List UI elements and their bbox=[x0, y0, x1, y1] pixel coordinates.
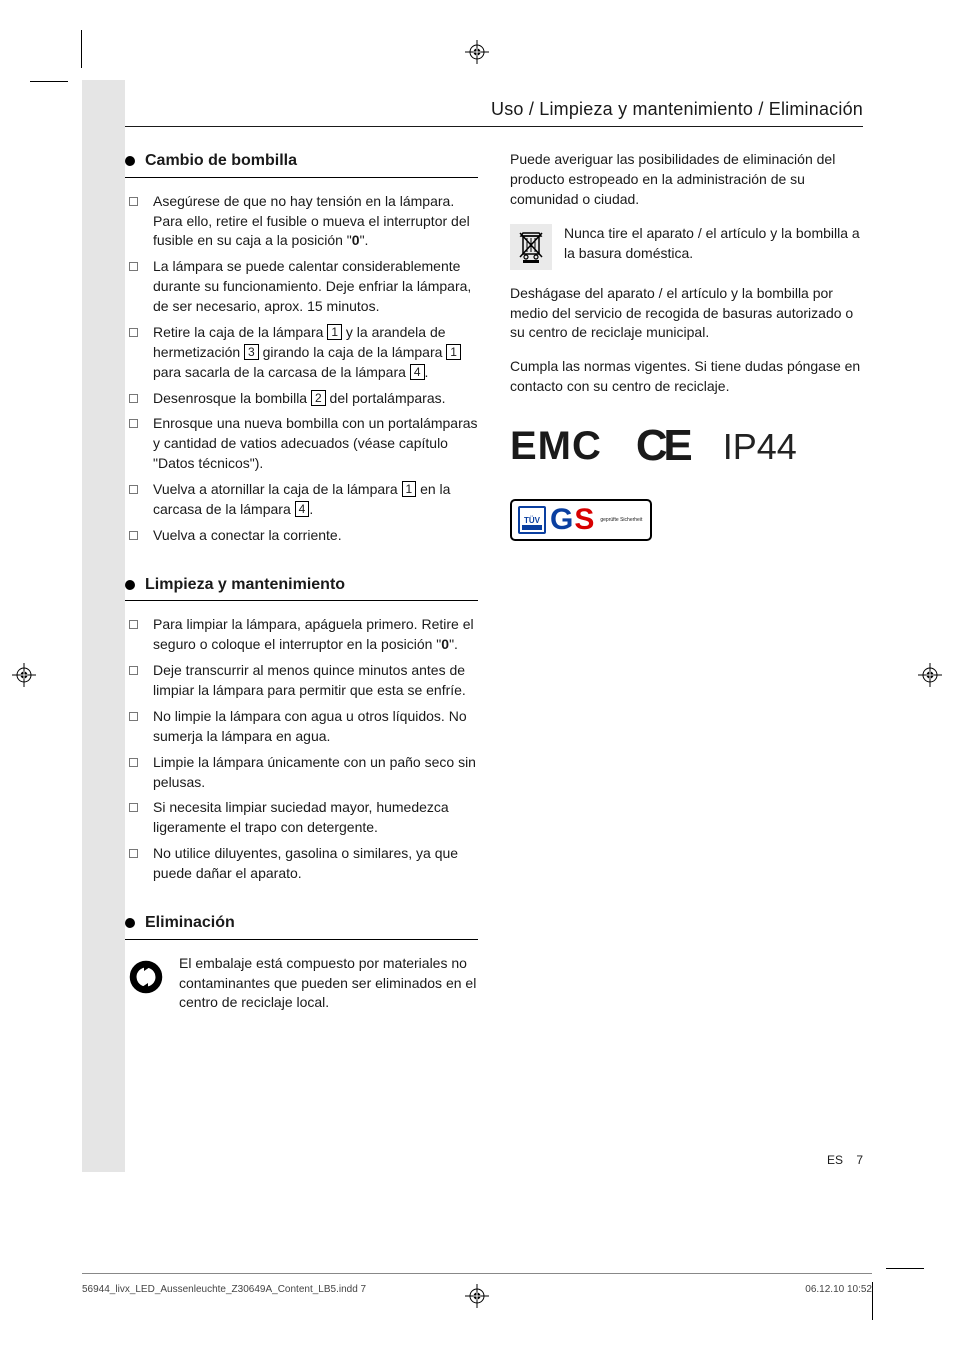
emc-mark: EMC bbox=[510, 418, 602, 475]
section-title-cambio: Cambio de bombilla bbox=[125, 150, 478, 178]
ce-mark: C E bbox=[636, 415, 689, 477]
crop-mark bbox=[886, 1268, 924, 1269]
gs-subtext: geprüfte Sicherheit bbox=[600, 518, 642, 523]
list-cambio: Asegúrese de que no hay tensión en la lá… bbox=[125, 192, 478, 546]
footer-page-number: 7 bbox=[856, 1153, 863, 1167]
ip-rating: IP44 bbox=[723, 421, 797, 472]
list-item: Vuelva a atornillar la caja de la lámpar… bbox=[125, 480, 478, 520]
list-item: Deje transcurrir al menos quince minutos… bbox=[125, 661, 478, 701]
footer-filename: 56944_livx_LED_Aussenleuchte_Z30649A_Con… bbox=[82, 1284, 366, 1295]
registration-mark-icon bbox=[918, 663, 942, 687]
section-title-limpieza: Limpieza y mantenimiento bbox=[125, 574, 478, 602]
list-item: Si necesita limpiar suciedad mayor, hume… bbox=[125, 798, 478, 838]
footer-date: 06.12.10 10:52 bbox=[805, 1284, 872, 1295]
packaging-text: El embalaje está compuesto por materiale… bbox=[179, 954, 478, 1014]
crop-mark bbox=[81, 30, 82, 68]
section-title-text: Eliminación bbox=[145, 912, 235, 935]
list-item: Para limpiar la lámpara, apáguela primer… bbox=[125, 615, 478, 655]
bullet-icon bbox=[125, 918, 135, 928]
tuv-gs-mark: TÜV GS geprüfte Sicherheit bbox=[510, 499, 652, 541]
gs-g: G bbox=[550, 505, 573, 535]
list-item: Retire la caja de la lámpara 1 y la aran… bbox=[125, 323, 478, 383]
certifications: EMC C E IP44 TÜV GS geprüfte Sicherheit bbox=[510, 415, 863, 541]
list-item: La lámpara se puede calentar considerabl… bbox=[125, 257, 478, 317]
footer-meta: 56944_livx_LED_Aussenleuchte_Z30649A_Con… bbox=[82, 1284, 872, 1295]
right-column: Puede averiguar las posibilidades de eli… bbox=[510, 150, 863, 1170]
bullet-icon bbox=[125, 156, 135, 166]
footer-rule bbox=[82, 1273, 872, 1274]
list-item: No limpie la lámpara con agua u otros lí… bbox=[125, 707, 478, 747]
section-title-eliminacion: Eliminación bbox=[125, 912, 478, 940]
running-head: Uso / Limpieza y mantenimiento / Elimina… bbox=[491, 99, 863, 120]
paragraph: Cumpla las normas vigentes. Si tiene dud… bbox=[510, 357, 863, 397]
list-item: Asegúrese de que no hay tensión en la lá… bbox=[125, 192, 478, 252]
list-limpieza: Para limpiar la lámpara, apáguela primer… bbox=[125, 615, 478, 884]
crossed-bin-icon bbox=[510, 224, 552, 270]
side-grey-bar bbox=[82, 80, 125, 1172]
page-footer: ES 7 bbox=[827, 1153, 863, 1167]
gs-s: S bbox=[574, 505, 594, 535]
left-column: Cambio de bombilla Asegúrese de que no h… bbox=[125, 150, 478, 1170]
recycle-icon bbox=[125, 954, 167, 1000]
header-rule bbox=[125, 126, 863, 127]
list-item: No utilice diluyentes, gasolina o simila… bbox=[125, 844, 478, 884]
crop-mark bbox=[30, 81, 68, 82]
registration-mark-icon bbox=[465, 40, 489, 64]
registration-mark-icon bbox=[12, 663, 36, 687]
list-item: Desenrosque la bombilla 2 del portalámpa… bbox=[125, 389, 478, 409]
section-title-text: Limpieza y mantenimiento bbox=[145, 574, 345, 597]
paragraph: Deshágase del aparato / el artículo y la… bbox=[510, 284, 863, 344]
bullet-icon bbox=[125, 580, 135, 590]
crop-mark bbox=[872, 1282, 873, 1320]
footer-lang: ES bbox=[827, 1153, 843, 1167]
list-item: Enrosque una nueva bombilla con un porta… bbox=[125, 414, 478, 474]
list-item: Limpie la lámpara únicamente con un paño… bbox=[125, 753, 478, 793]
section-title-text: Cambio de bombilla bbox=[145, 150, 297, 173]
list-item: Vuelva a conectar la corriente. bbox=[125, 526, 478, 546]
tuv-icon: TÜV bbox=[518, 506, 546, 534]
bin-text: Nunca tire el aparato / el artículo y la… bbox=[564, 224, 863, 264]
paragraph: Puede averiguar las posibilidades de eli… bbox=[510, 150, 863, 210]
